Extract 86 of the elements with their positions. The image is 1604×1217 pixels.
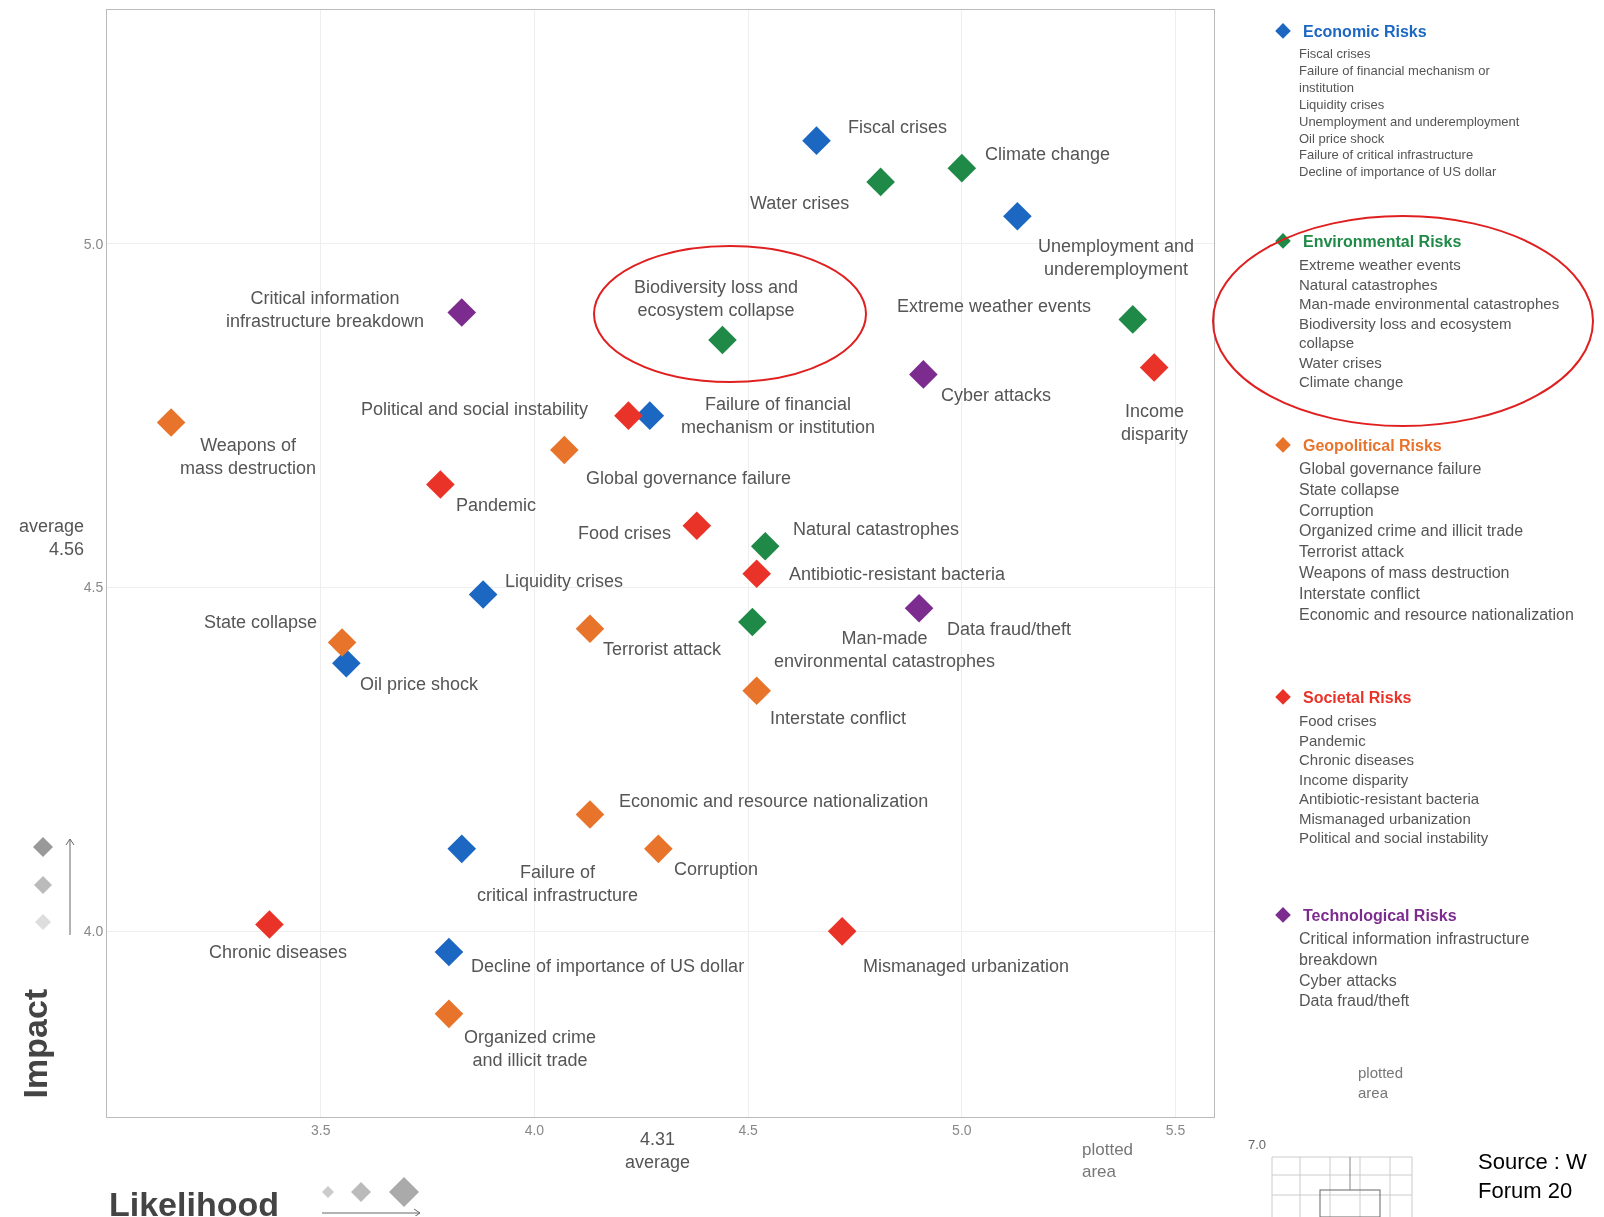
annotation: Chronic diseases (209, 942, 348, 962)
x-axis-title: Likelihood (109, 1185, 279, 1217)
point (1003, 201, 1032, 231)
annotation: Liquidity crises (505, 571, 624, 591)
point (575, 614, 605, 644)
text: 4.31 average (625, 1129, 691, 1173)
annotation: Pandemic (456, 495, 537, 515)
annotation: Mismanaged urbanization (863, 956, 1070, 976)
y-axis-title: Impact (15, 988, 54, 1099)
text: average 4.56 (19, 516, 85, 560)
point (742, 676, 771, 705)
point (434, 937, 464, 967)
point (742, 559, 771, 589)
x-tick-label: 4.5 (738, 1121, 759, 1138)
text: Food crises Pandemic Chronic diseases Income disparity Antibiotic-resistant bacteria Mismanaged urbanization Political and social instability (1299, 712, 1489, 846)
legend-label: Technological Risks (1303, 907, 1457, 925)
point (708, 325, 737, 355)
point (738, 607, 767, 637)
point (255, 910, 284, 939)
annotation: Global governance failure (586, 468, 792, 488)
legend-label: Geopolitical Risks (1303, 437, 1442, 455)
annotation: State collapse (204, 612, 318, 632)
annotation: Decline of importance of US dollar (471, 956, 745, 976)
point (750, 532, 780, 561)
y-tick-label: 5.0 (83, 235, 104, 252)
text: Extreme weather events Natural catastrophes Man-made environmental catastrophes Biodiversity loss and ecosystem collapse Water crises Climate change (1299, 256, 1560, 390)
text: Global governance failure State collapse Corruption Organized crime and illicit trade Terrorist attack Weapons of mass destruction Interstate conflict Economic and resource nationalization (1299, 460, 1574, 623)
point (614, 401, 643, 430)
text: plotted area (1358, 1064, 1404, 1101)
annotation: Political and social instability (361, 399, 589, 419)
x-tick-label: 5.0 (952, 1121, 972, 1138)
annotation: Extreme weather events (897, 296, 1092, 316)
text: Critical information infrastructure breakdown Cyber attacks Data fraud/theft (1299, 930, 1530, 1010)
point (447, 298, 477, 327)
point (827, 917, 857, 946)
annotation: Biodiversity loss and ecosystem collapse (634, 277, 799, 321)
annotation: Antibiotic-resistant bacteria (789, 564, 1007, 584)
annotation: Cyber attacks (941, 385, 1052, 405)
point (644, 834, 673, 864)
annotation: Food crises (578, 523, 672, 543)
text: Fiscal crises Failure of financial mechanism or institution Liquidity crises Unemployment and underemployment Oil price shock Failure of critical infrastructure Decline of importance of US dollar (1299, 46, 1520, 180)
annotation: Fiscal crises (848, 117, 948, 137)
annotation: Weapons of mass destruction (180, 435, 317, 479)
point (909, 360, 938, 389)
annotation: Income disparity (1121, 401, 1189, 445)
annotation: Data fraud/theft (947, 619, 1072, 639)
annotation: Economic and resource nationalization (619, 791, 929, 811)
annotation: Terrorist attack (603, 639, 723, 659)
annotation: Natural catastrophes (793, 519, 960, 539)
point (575, 800, 605, 829)
point (447, 834, 477, 864)
point (426, 470, 455, 499)
point (682, 511, 712, 540)
point (327, 628, 357, 657)
annotation: Failure of critical infrastructure (477, 862, 639, 906)
legend-label: Societal Risks (1303, 689, 1412, 707)
point (434, 999, 464, 1029)
point (1118, 305, 1148, 334)
point (550, 435, 579, 465)
annotation: Organized crime and illicit trade (464, 1027, 597, 1071)
annotation: Critical information infrastructure breakdown (226, 288, 425, 332)
point (866, 167, 895, 197)
annotation: Unemployment and underemployment (1038, 236, 1195, 280)
x-tick-label: 4.0 (524, 1121, 545, 1138)
annotation: Corruption (674, 859, 759, 879)
annotation: Oil price shock (360, 674, 480, 694)
annotation: Failure of financial mechanism or institution (681, 394, 876, 438)
x-tick-label: 5.5 (1165, 1121, 1186, 1138)
legend-label: Environmental Risks (1303, 233, 1462, 251)
point (904, 593, 934, 623)
point (332, 648, 361, 678)
point (1139, 353, 1169, 382)
text: 7.0 (1248, 1137, 1267, 1152)
annotation: Climate change (985, 144, 1111, 164)
point (947, 153, 977, 183)
y-tick-label: 4.0 (83, 923, 104, 940)
text: plotted area (1082, 1140, 1134, 1182)
annotation: Water crises (750, 193, 850, 213)
point (468, 580, 498, 609)
annotation: Interstate conflict (770, 708, 907, 728)
legend-label: Economic Risks (1303, 23, 1427, 41)
y-tick-label: 4.5 (83, 579, 104, 596)
source-note: Source : W Forum 20 (1478, 1149, 1588, 1203)
point (156, 408, 186, 437)
point (802, 126, 831, 155)
x-tick-label: 3.5 (310, 1121, 331, 1138)
